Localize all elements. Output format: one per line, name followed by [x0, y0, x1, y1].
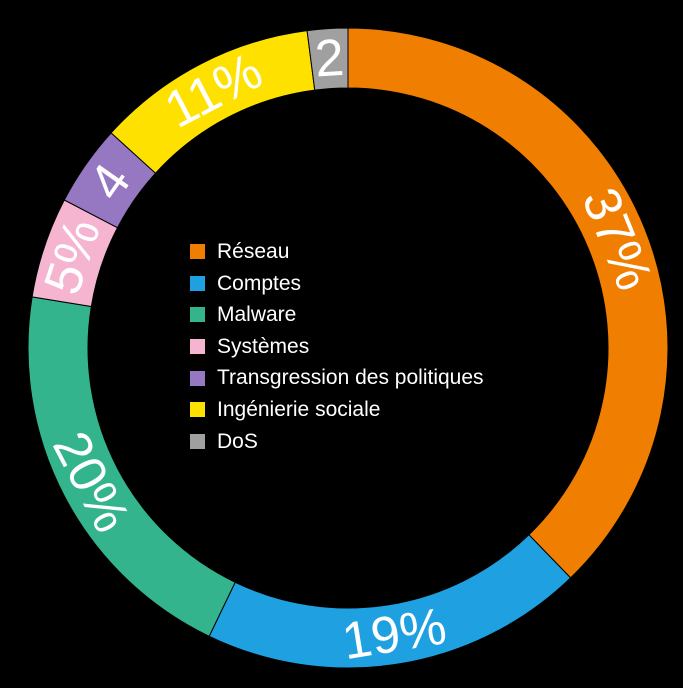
- legend-label: Transgression des politiques: [217, 366, 484, 390]
- slice-reseau: [347, 27, 669, 579]
- legend-item-systemes: Systèmes: [190, 331, 484, 363]
- legend-item-comptes: Comptes: [190, 268, 484, 300]
- legend-swatch: [190, 275, 205, 291]
- legend-swatch: [190, 307, 205, 323]
- legend-item-reseau: Réseau: [190, 236, 484, 268]
- slice-label-dos: 2: [313, 29, 346, 89]
- legend-swatch: [190, 370, 205, 386]
- legend-swatch: [190, 339, 205, 355]
- legend-label: Comptes: [217, 271, 302, 295]
- legend-label: Systèmes: [217, 334, 310, 358]
- legend-item-ingenierie-sociale: Ingénierie sociale: [190, 394, 484, 426]
- legend-swatch: [190, 244, 205, 260]
- legend-label: Réseau: [217, 240, 290, 263]
- legend-label: DoS: [217, 429, 258, 453]
- legend: Réseau Comptes Malware Systèmes Transgressio…: [190, 236, 484, 457]
- legend-item-transgression-des-politiques: Transgression des politiques: [190, 362, 484, 394]
- legend-item-malware: Malware: [190, 299, 484, 331]
- slice-dos: [306, 27, 349, 91]
- legend-item-dos: DoS: [190, 426, 484, 458]
- legend-label: Malware: [217, 303, 297, 327]
- legend-swatch: [190, 433, 205, 449]
- legend-swatch: [190, 402, 205, 418]
- legend-label: Ingénierie sociale: [217, 397, 381, 421]
